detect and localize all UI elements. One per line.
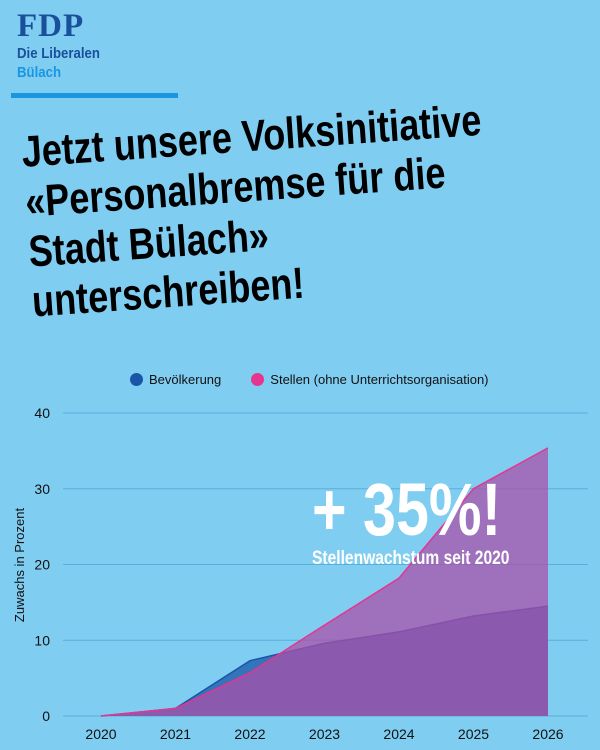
logo-divider xyxy=(11,93,178,98)
y-tick-label: 40 xyxy=(34,405,50,421)
x-tick-label: 2021 xyxy=(160,726,191,742)
y-tick-label: 20 xyxy=(34,557,50,573)
legend-label: Bevölkerung xyxy=(149,372,222,387)
x-tick-label: 2023 xyxy=(309,726,340,742)
callout-text: Stellenwachstum seit 2020 xyxy=(312,548,510,569)
callout-value: + 35%! xyxy=(312,468,502,551)
legend-label: Stellen (ohne Unterrichtsorganisation) xyxy=(270,372,489,387)
x-tick-label: 2026 xyxy=(532,726,563,742)
legend-item-positions: Stellen (ohne Unterrichtsorganisation) xyxy=(251,372,489,387)
x-tick-label: 2024 xyxy=(383,726,414,742)
x-tick-label: 2025 xyxy=(458,726,489,742)
chart-legend: Bevölkerung Stellen (ohne Unterrichtsorg… xyxy=(130,372,489,387)
logo-name: FDP xyxy=(17,8,85,44)
x-tick-label: 2022 xyxy=(234,726,265,742)
x-tick-label: 2020 xyxy=(85,726,116,742)
y-axis-label: Zuwachs in Prozent xyxy=(12,508,27,623)
logo-city: Bülach xyxy=(17,64,62,81)
logo-subtitle: Die Liberalen xyxy=(17,45,100,62)
y-tick-label: 0 xyxy=(42,708,50,724)
line-positions xyxy=(100,447,549,717)
fdp-logo: FDP Die Liberalen Bülach xyxy=(17,8,111,82)
y-tick-label: 30 xyxy=(34,481,50,497)
legend-item-population: Bevölkerung xyxy=(130,372,221,387)
legend-dot xyxy=(251,373,265,386)
legend-dot xyxy=(130,373,143,386)
y-tick-label: 10 xyxy=(34,632,50,648)
area-positions xyxy=(101,447,548,716)
